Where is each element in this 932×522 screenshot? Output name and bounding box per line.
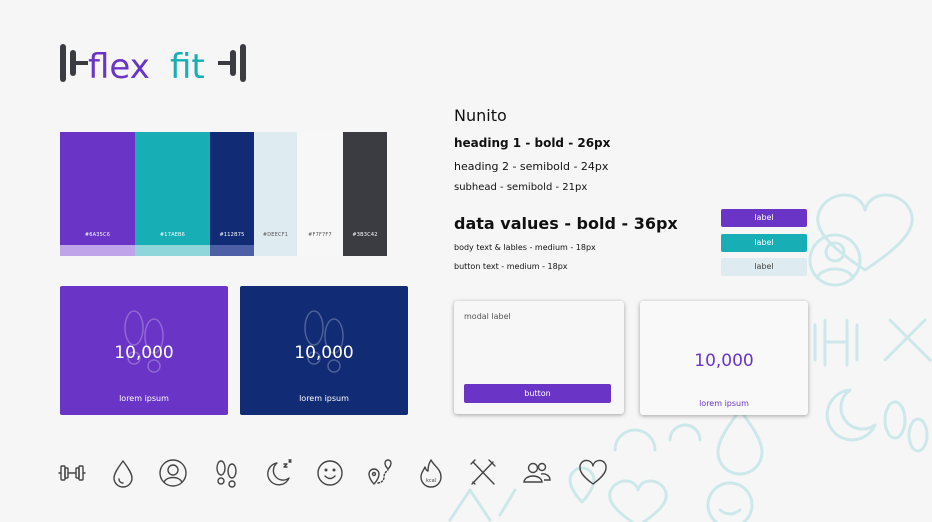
label-chip-teal[interactable]: label [721, 234, 807, 252]
bg-footstep-icon [883, 400, 907, 440]
fork-knife-icon [468, 458, 498, 488]
bg-heart-2-icon [608, 479, 668, 522]
swatch-hex-label: #F7F7F7 [308, 232, 332, 238]
logo-text-fit: fit [170, 47, 205, 87]
footsteps-icon [124, 310, 164, 373]
swatch-hex-label: #112B75 [219, 232, 245, 238]
label-chip-light[interactable]: label [721, 258, 807, 276]
smiley-icon [315, 458, 345, 488]
modal: modal label button [454, 301, 624, 414]
bg-fork-knife-icon [883, 318, 932, 362]
heading2-spec: heading 2 - semibold - 24px [454, 160, 609, 173]
body-text-spec: body text & lables - medium - 18px [454, 243, 596, 252]
stat-card-navy[interactable]: 10,000 lorem ipsum [240, 286, 408, 415]
swatch-light-blue: #DEECF1 [254, 132, 297, 256]
background-decoration [448, 193, 932, 522]
heart-icon [578, 458, 608, 488]
button-text-spec: button text - medium - 18px [454, 262, 568, 271]
stat-value: 10,000 [114, 343, 174, 363]
stat-caption: lorem ipsum [699, 399, 749, 408]
route-pin-icon [365, 458, 395, 488]
swatch-charcoal: #3B3C42 [343, 132, 387, 256]
dumbbell-icon [57, 458, 87, 488]
swatch-navy: #112B75 [210, 132, 254, 256]
flame-label: kcal [426, 478, 436, 484]
modal-button[interactable]: button [464, 384, 611, 403]
data-values-spec: data values - bold - 36px [454, 214, 678, 233]
swatch-hex-label: #17AEB6 [159, 232, 186, 238]
bg-dumbbell-icon [813, 318, 859, 367]
calories-flame-icon: kcal [416, 458, 446, 488]
heading1-spec: heading 1 - bold - 26px [454, 136, 611, 150]
flexfit-logo: flex fit [58, 38, 248, 88]
footsteps-icon [212, 458, 242, 488]
sleep-moon-icon [264, 458, 294, 488]
profile-icon [158, 458, 188, 488]
modal-label: modal label [464, 312, 511, 321]
label-chip-purple[interactable]: label [721, 209, 807, 227]
swatch-hex-label: #3B3C42 [352, 232, 378, 238]
users-icon [522, 458, 552, 488]
subhead-spec: subhead - semibold - 21px [454, 182, 588, 193]
stat-card-white[interactable]: 10,000 lorem ipsum [640, 301, 808, 415]
bg-users-icon [613, 423, 702, 452]
stat-caption: lorem ipsum [119, 394, 169, 403]
stat-caption: lorem ipsum [299, 394, 349, 403]
footsteps-icon [304, 310, 344, 373]
font-family-title: Nunito [454, 106, 507, 125]
logo-text-flex: flex [88, 47, 150, 87]
swatch-teal: #17AEB6 [135, 132, 210, 256]
bg-drop-icon [716, 408, 764, 476]
swatch-off-white: #F7F7F7 [297, 132, 343, 256]
bg-heart-icon [816, 193, 914, 272]
stat-value: 10,000 [694, 351, 754, 371]
bg-smiley-icon [706, 481, 754, 522]
swatch-hex-label: #6A35C6 [84, 232, 111, 238]
swatch-hex-label: #DEECF1 [262, 232, 289, 238]
color-palette: #6A35C6 #17AEB6 #112B75 #DEECF1 #F7F7F7 … [60, 132, 387, 256]
bg-moon-icon [825, 388, 877, 442]
stat-card-purple[interactable]: 10,000 lorem ipsum [60, 286, 228, 415]
stat-value: 10,000 [294, 343, 354, 363]
bg-profile-icon [808, 233, 862, 287]
swatch-purple: #6A35C6 [60, 132, 135, 256]
water-drop-icon [108, 458, 138, 488]
